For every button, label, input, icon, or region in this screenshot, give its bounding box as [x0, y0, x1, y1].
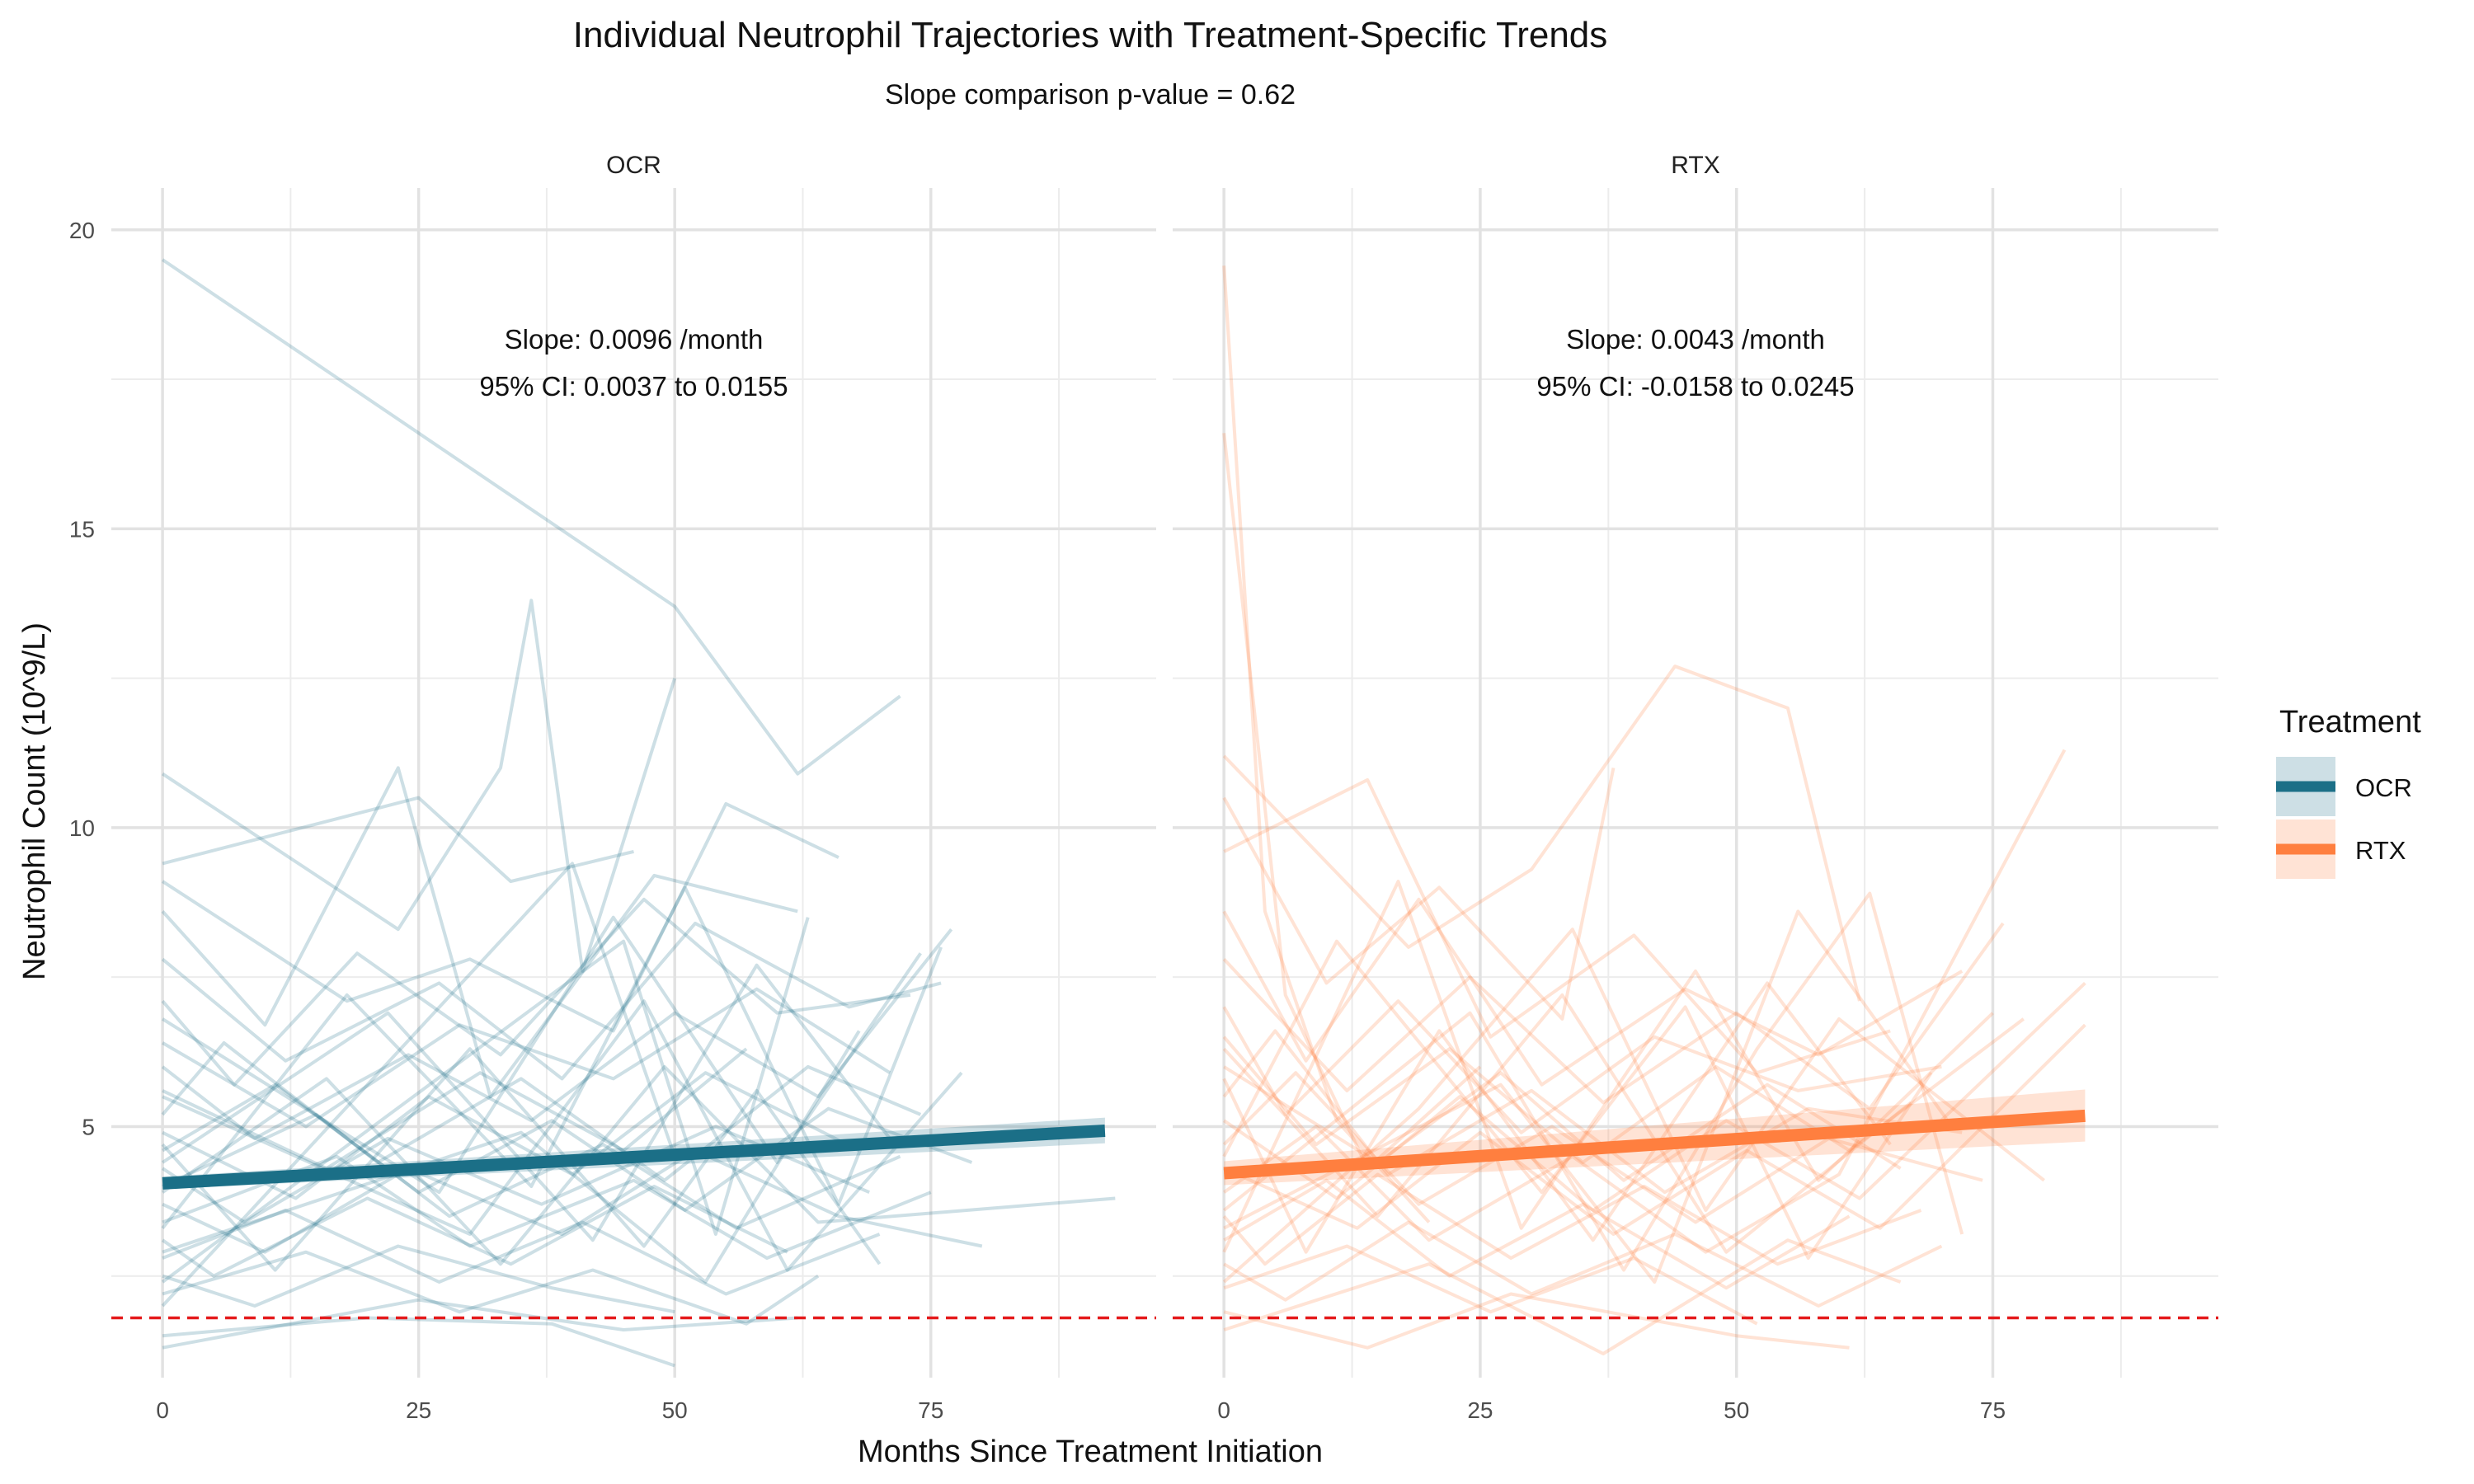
trajectory-rtx-24: [1222, 928, 2045, 1284]
x-axis-label: Months Since Treatment Initiation: [858, 1435, 1323, 1469]
trajectory-ocr-1: [161, 599, 677, 973]
trajectory-rtx-15: [1222, 1172, 1922, 1266]
trajectory-rtx-26: [1223, 909, 1954, 1284]
trajectory-ocr-0: [161, 258, 901, 776]
ci-annotation-ocr: 95% CI: 0.0037 to 0.0155: [479, 371, 788, 402]
trajectory-ocr-4: [161, 766, 798, 1099]
trajectory-ocr-22: [162, 1298, 798, 1350]
trajectory-rtx-16: [1223, 1178, 1851, 1290]
trajectory-ocr-30: [161, 1047, 882, 1272]
trajectory-rtx-25: [1222, 981, 1892, 1254]
legend-entry-ocr: OCR: [2276, 757, 2412, 816]
trajectory-ocr-8: [161, 928, 953, 1140]
trajectory-rtx-8: [1222, 1017, 2025, 1164]
y-axis-label: Neutrophil Count (10^9/L): [17, 622, 52, 980]
trajectory-rtx-7: [1222, 999, 1942, 1134]
legend-title: Treatment: [2279, 705, 2421, 740]
trajectory-rtx-0: [1222, 265, 1431, 1223]
trajectory-rtx-6: [1222, 922, 2005, 1111]
trajectory-rtx-11: [1223, 981, 2086, 1212]
x-tick-label: 75: [1980, 1397, 2006, 1423]
trajectory-rtx-3: [1222, 768, 1616, 1021]
trajectory-ocr-25: [161, 885, 943, 1229]
trajectory-rtx-23: [1222, 939, 1933, 1260]
trajectory-rtx-18: [1223, 1244, 1758, 1326]
trajectory-ocr-26: [161, 963, 891, 1242]
trajectory-ocr-6: [161, 897, 911, 1087]
facet-panel-rtx: RTX Slope: 0.0043 /month 95% CI: -0.0158 t…: [1173, 152, 2218, 1378]
trajectory-ocr-21: [162, 1316, 675, 1368]
trajectory-rtx-17: [1223, 1220, 1943, 1308]
trajectory-ocr-19: [162, 1244, 675, 1314]
trajectory-rtx-1: [1222, 433, 1482, 1171]
trajectory-rtx-13: [1223, 1023, 2086, 1236]
trajectory-ocr-9: [162, 1047, 748, 1171]
legend-entry-rtx: RTX: [2276, 819, 2406, 879]
x-tick-label: 50: [1724, 1397, 1749, 1423]
trajectory-rtx-14: [1223, 749, 2067, 1254]
y-tick-label: 5: [82, 1114, 95, 1139]
trajectory-rtx-20: [1223, 1238, 1902, 1355]
x-tick-label: 0: [1217, 1397, 1230, 1423]
x-tick-label: 0: [156, 1397, 169, 1423]
slope-annotation-ocr: Slope: 0.0096 /month: [505, 324, 764, 355]
trend-line-rtx: [1223, 1109, 2086, 1180]
y-tick-label: 20: [69, 218, 95, 243]
y-tick-label: 10: [69, 815, 95, 841]
axes: 0 25 50 75 0 25 50 75 5 10 15 20: [69, 218, 2006, 1423]
trajectory-rtx-5: [1222, 897, 1964, 1087]
trajectory-ocr-20: [162, 1250, 820, 1326]
trajectory-ocr-15: [162, 1148, 983, 1254]
trajectory-ocr-11: [162, 1071, 860, 1200]
chart-title: Individual Neutrophil Trajectories with …: [573, 15, 1608, 55]
trajectory-ocr-12: [162, 1082, 973, 1212]
facet-label-ocr: OCR: [606, 152, 661, 179]
trajectory-ocr-2: [162, 796, 634, 884]
trajectory-ocr-7: [162, 987, 891, 1129]
x-tick-label: 75: [918, 1397, 943, 1423]
trajectory-rtx-4: [1223, 777, 1891, 1075]
trajectory-ocr-23: [161, 862, 677, 1308]
trajectory-rtx-10: [1222, 1029, 1963, 1195]
trajectory-rtx-2: [1222, 665, 1861, 1002]
ci-annotation-rtx: 95% CI: -0.0158 to 0.0245: [1536, 371, 1854, 402]
facet-panel-ocr: OCR Slope: 0.0096 /month 95% CI: 0.0037 to…: [111, 152, 1156, 1378]
trajectory-rtx-21: [1222, 880, 1994, 1253]
trajectory-ocr-17: [161, 1185, 788, 1278]
trajectory-rtx-19: [1223, 1292, 1850, 1350]
trajectory-ocr-5: [161, 921, 942, 1081]
chart-subtitle: Slope comparison p-value = 0.62: [885, 79, 1296, 110]
x-tick-label: 50: [662, 1397, 688, 1423]
trajectory-ocr-29: [162, 915, 922, 1195]
y-tick-label: 15: [69, 516, 95, 542]
individual-trajectories-rtx: [1222, 265, 2086, 1355]
x-tick-label: 25: [406, 1397, 431, 1423]
legend-label-ocr: OCR: [2355, 773, 2412, 802]
trajectory-ocr-16: [162, 1154, 932, 1260]
grid-ocr: [111, 188, 1156, 1378]
trajectory-ocr-24: [161, 917, 810, 1284]
trend-line-ocr: [162, 1125, 1106, 1190]
individual-trajectories-ocr: [161, 258, 1116, 1368]
legend: Treatment OCR RTX: [2276, 705, 2421, 879]
trajectory-ocr-31: [162, 1030, 861, 1284]
trajectory-ocr-3: [162, 801, 840, 1033]
trajectory-rtx-9: [1223, 1065, 1902, 1182]
legend-label-rtx: RTX: [2355, 836, 2406, 865]
trajectory-ocr-27: [162, 999, 963, 1272]
trajectory-ocr-10: [161, 1040, 922, 1182]
trajectory-rtx-22: [1222, 891, 1964, 1272]
facet-label-rtx: RTX: [1671, 152, 1719, 179]
slope-annotation-rtx: Slope: 0.0043 /month: [1566, 324, 1825, 355]
trajectory-ocr-14: [162, 1112, 901, 1230]
trajectory-ocr-18: [162, 1209, 881, 1296]
grid-rtx: [1173, 188, 2218, 1378]
x-tick-label: 25: [1467, 1397, 1493, 1423]
